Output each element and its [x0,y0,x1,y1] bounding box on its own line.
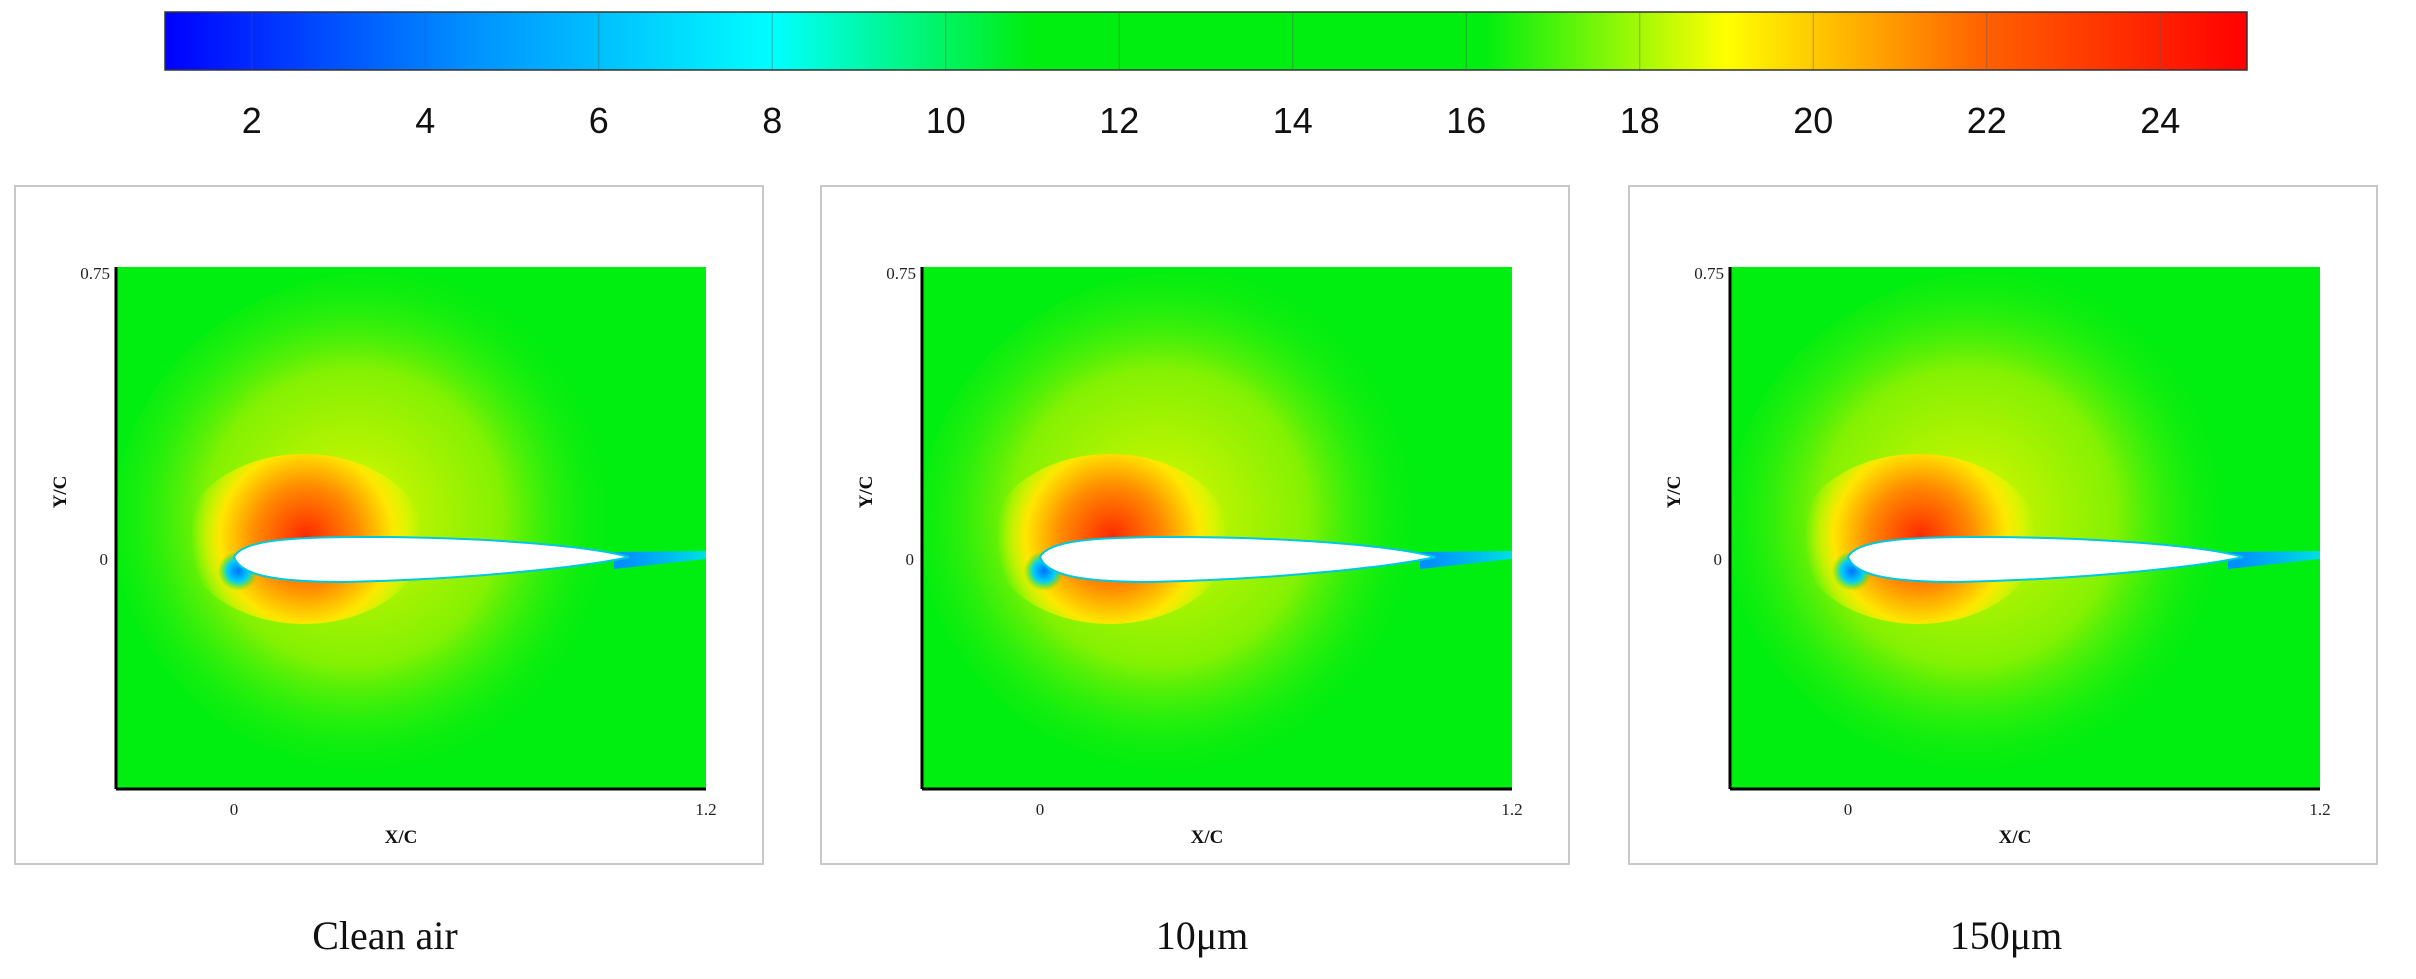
y-tick-label: 0 [1714,550,1723,569]
x-tick-label: 1.2 [695,800,716,819]
colorbar-tick-label: 20 [1793,100,1833,141]
y-tick-label: 0 [906,550,915,569]
colorbar-tick-label: 10 [926,100,966,141]
y-tick-label: 0.75 [1694,264,1724,283]
panel-10um: 0.75 0 0 1.2 X/C Y/C [820,185,1570,865]
wake-region [614,551,706,569]
colorbar-tick-label: 22 [1967,100,2007,141]
colorbar-tick-label: 4 [415,100,435,141]
wake-region [2228,551,2320,569]
y-tick-label: 0 [100,550,109,569]
y-axis-label: Y/C [1664,476,1685,509]
y-tick-label: 0.75 [80,264,110,283]
colorbar-tick-label: 24 [2140,100,2180,141]
x-tick-label: 0 [1036,800,1045,819]
y-tick-label: 0.75 [886,264,916,283]
colorbar: 2 4 6 8 10 12 14 16 18 20 22 24 [164,11,2248,141]
colorbar-tick-label: 6 [589,100,609,141]
contour-plot: 0.75 0 0 1.2 X/C Y/C [856,264,1523,848]
colorbar-tick-label: 12 [1099,100,1139,141]
airfoil [1038,535,1436,584]
colorbar-tick-label: 2 [242,100,262,141]
caption-clean-air: Clean air [312,913,458,958]
colorbar-tick-labels: 2 4 6 8 10 12 14 16 18 20 22 24 [242,100,2181,141]
caption-150um: 150μm [1949,913,2063,958]
x-tick-label: 0 [230,800,239,819]
airfoil [1846,535,2244,584]
panel-clean-air: 0.75 0 0 1.2 X/C Y/C [14,185,764,865]
contour-plot: 0.75 0 0 1.2 X/C Y/C [50,264,717,848]
panel-150um: 0.75 0 0 1.2 X/C Y/C [1628,185,2378,865]
caption-10um: 10μm [1155,913,1249,958]
colorbar-tick-label: 18 [1620,100,1660,141]
y-axis-label: Y/C [856,476,877,509]
x-axis-label: X/C [1191,827,1224,848]
x-axis-label: X/C [1999,827,2032,848]
colorbar-tick-label: 8 [762,100,782,141]
colorbar-dividers [251,12,2161,70]
contour-field [922,267,1512,789]
colorbar-tick-label: 14 [1273,100,1313,141]
airfoil [232,535,630,584]
x-tick-label: 0 [1844,800,1853,819]
colorbar-gradient [164,11,2248,71]
contour-plot: 0.75 0 0 1.2 X/C Y/C [1664,264,2331,848]
contour-field [116,267,706,789]
y-axis-label: Y/C [50,476,71,509]
x-tick-label: 1.2 [1501,800,1522,819]
colorbar-tick-label: 16 [1446,100,1486,141]
wake-region [1420,551,1512,569]
x-tick-label: 1.2 [2309,800,2330,819]
x-axis-label: X/C [385,827,418,848]
contour-field [1730,267,2320,789]
